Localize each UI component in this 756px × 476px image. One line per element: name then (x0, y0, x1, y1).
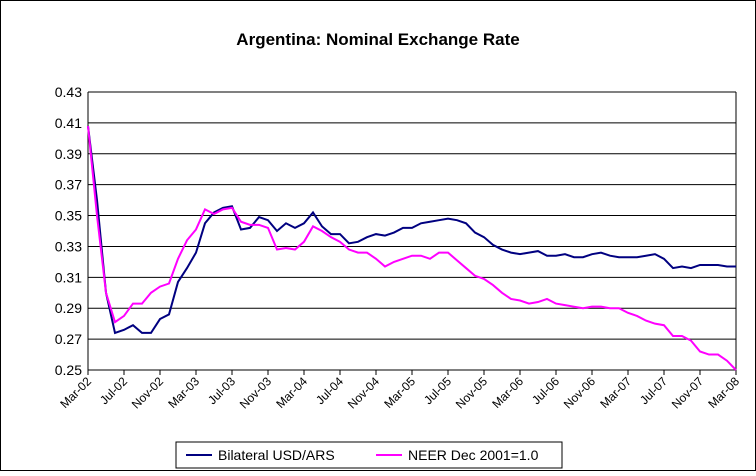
line-series (87, 125, 737, 371)
y-tick-label: 0.35 (55, 208, 82, 224)
y-tick-label: 0.29 (55, 300, 82, 316)
y-tick-label: 0.31 (55, 269, 82, 285)
y-tick-label: 0.33 (55, 238, 82, 254)
line-series (87, 125, 736, 335)
y-tick-label: 0.43 (55, 84, 82, 100)
y-tick-label: 0.41 (55, 115, 82, 131)
y-tick-label: 0.27 (55, 331, 82, 347)
chart-title: Argentina: Nominal Exchange Rate (236, 30, 519, 49)
y-tick-label: 0.25 (55, 362, 82, 378)
legend-box (175, 441, 563, 469)
y-tick-label: 0.39 (55, 146, 82, 162)
legend-label: NEER Dec 2001=1.0 (408, 447, 539, 463)
legend-label: Bilateral USD/ARS (218, 447, 335, 463)
y-tick-label: 0.37 (55, 177, 82, 193)
